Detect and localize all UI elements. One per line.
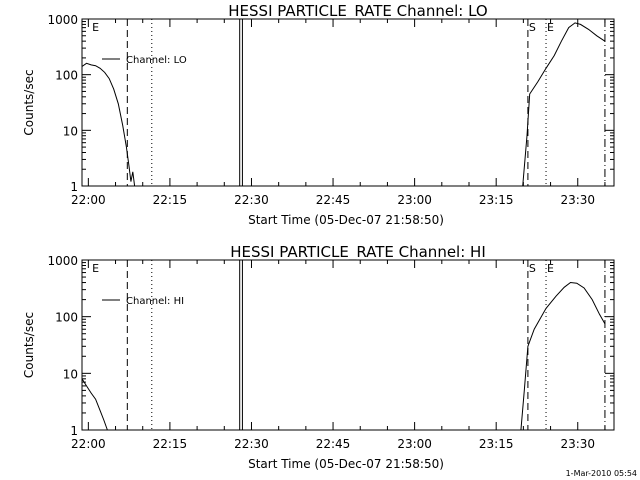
marker-label: E bbox=[547, 262, 554, 275]
chart-title: HESSI PARTICLE_RATE Channel: LO bbox=[228, 2, 487, 21]
x-tick-label: 22:30 bbox=[234, 193, 269, 207]
y-tick-label: 1 bbox=[70, 424, 78, 438]
x-tick-label: 23:15 bbox=[479, 193, 514, 207]
x-tick-label: 23:30 bbox=[560, 193, 595, 207]
legend-label: Channel: LO bbox=[126, 55, 187, 66]
series-line bbox=[82, 62, 136, 186]
marker-label: S bbox=[529, 262, 536, 275]
marker-label: S bbox=[529, 21, 536, 34]
chart-panel-2: HESSI PARTICLE_RATE Channel: HI 22:00 22:1… bbox=[22, 243, 615, 471]
x-tick-label: 22:45 bbox=[316, 193, 351, 207]
y-tick-label: 100 bbox=[55, 69, 78, 83]
chart-title: HESSI PARTICLE_RATE Channel: HI bbox=[230, 243, 486, 262]
x-tick-label: 23:15 bbox=[479, 437, 514, 451]
y-tick-label: 1000 bbox=[47, 13, 78, 27]
x-tick-label: 22:45 bbox=[316, 437, 351, 451]
x-axis-label: Start Time (05-Dec-07 21:58:50) bbox=[248, 457, 444, 471]
x-tick-label: 23:30 bbox=[560, 437, 595, 451]
x-axis-label: Start Time (05-Dec-07 21:58:50) bbox=[248, 213, 444, 227]
legend-label: Channel: HI bbox=[126, 296, 184, 307]
plot-frame bbox=[81, 259, 615, 431]
footer-timestamp: 1-Mar-2010 05:54 bbox=[566, 469, 637, 478]
y-axis-label: Counts/sec bbox=[22, 312, 36, 378]
plot-frame bbox=[81, 18, 615, 187]
marker-label: E bbox=[92, 21, 99, 34]
y-tick-label: 10 bbox=[63, 367, 78, 381]
series-line bbox=[520, 281, 606, 430]
x-tick-label: 22:00 bbox=[71, 437, 106, 451]
x-tick-label: 22:00 bbox=[71, 193, 106, 207]
series-line bbox=[522, 22, 606, 186]
y-tick-label: 1000 bbox=[47, 254, 78, 268]
y-tick-label: 1 bbox=[70, 180, 78, 194]
marker-label: E bbox=[547, 21, 554, 34]
y-tick-label: 100 bbox=[55, 311, 78, 325]
x-tick-label: 23:00 bbox=[397, 437, 432, 451]
chart-panel-1: HESSI PARTICLE_RATE Channel: LO 22:00 22:1… bbox=[22, 2, 615, 227]
x-tick-label: 22:30 bbox=[234, 437, 269, 451]
y-tick-label: 10 bbox=[63, 124, 78, 138]
x-tick-label: 23:00 bbox=[397, 193, 432, 207]
x-tick-label: 22:15 bbox=[153, 437, 188, 451]
marker-label: E bbox=[92, 262, 99, 275]
y-axis-label: Counts/sec bbox=[22, 69, 36, 135]
x-tick-label: 22:15 bbox=[153, 193, 188, 207]
series-line bbox=[82, 378, 109, 430]
